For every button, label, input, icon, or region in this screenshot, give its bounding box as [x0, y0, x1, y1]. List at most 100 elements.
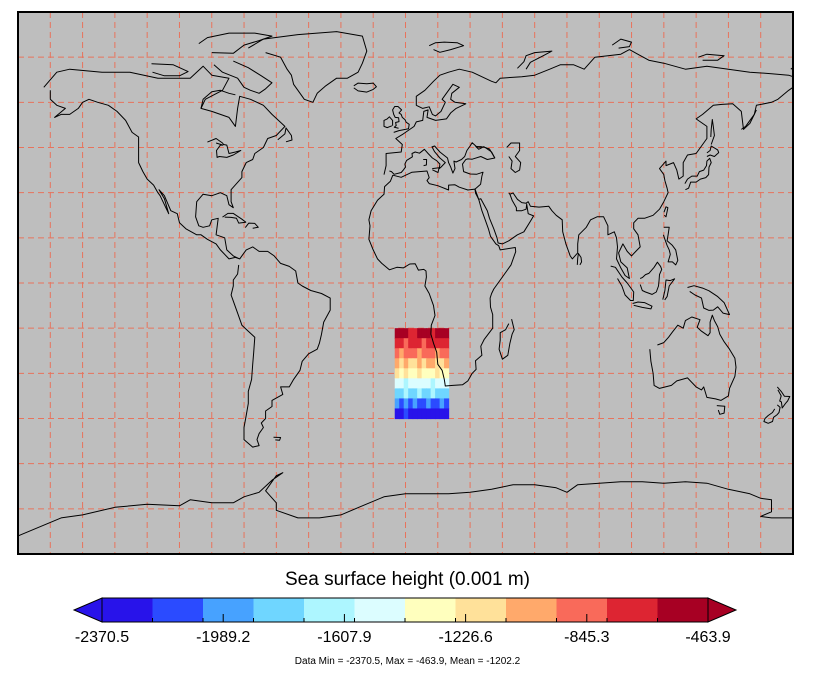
- newfoundland-coast: [277, 127, 293, 143]
- novaya-zemlya-coast: [517, 50, 553, 70]
- data-cell: [399, 368, 405, 379]
- south-america-coast: [230, 246, 331, 448]
- data-cell: [444, 378, 450, 389]
- data-cell: [435, 348, 441, 359]
- data-cell: [426, 408, 432, 420]
- great-britain-coast: [392, 106, 410, 133]
- data-cell: [403, 398, 409, 410]
- colorbar-swatch: [607, 598, 658, 622]
- data-cell: [421, 328, 427, 339]
- data-cell: [394, 388, 400, 400]
- data-cell: [430, 348, 436, 359]
- black-sea-inner-coast: [485, 147, 496, 159]
- data-cell: [435, 378, 441, 389]
- great-lakes-coast: [207, 138, 242, 158]
- data-cell: [444, 388, 450, 400]
- data-cell: [421, 358, 427, 369]
- colorbar-swatch: [152, 598, 204, 622]
- data-cell: [417, 378, 423, 389]
- data-cell: [412, 358, 418, 369]
- colorbar-under-arrow: [72, 597, 103, 623]
- kamchatka-coast: [741, 109, 757, 130]
- data-cell: [394, 358, 400, 369]
- data-cell: [426, 358, 432, 369]
- ellesmere-island-coast: [198, 32, 273, 54]
- data-cell: [394, 368, 400, 379]
- colorbar-tick-label: -1989.2: [196, 629, 250, 646]
- data-patch: [394, 328, 450, 420]
- colorbar: -2370.5 -1989.2 -1607.9 -1226.6 -845.3 -463.9: [72, 597, 738, 646]
- hokkaido-coast: [706, 145, 720, 157]
- severnaya-zemlya-coast: [611, 38, 632, 49]
- colorbar-swatch: [253, 598, 305, 622]
- data-cell: [439, 378, 445, 389]
- map-plot: [17, 11, 794, 555]
- sumatra-coast: [610, 265, 635, 301]
- java-coast: [632, 301, 653, 310]
- cuba-coast: [222, 212, 247, 224]
- colorbar-swatch: [455, 598, 507, 622]
- data-cell: [439, 388, 445, 400]
- data-cell: [399, 358, 405, 369]
- data-cell: [444, 338, 450, 349]
- colorbar-swatch: [354, 598, 406, 622]
- data-cell: [435, 408, 441, 420]
- new-guinea-coast: [687, 285, 730, 316]
- data-cell: [435, 388, 441, 400]
- colorbar-tick-label: -463.9: [685, 629, 730, 646]
- data-cell: [430, 388, 436, 400]
- data-cell: [412, 388, 418, 400]
- data-cell: [426, 378, 432, 389]
- data-cell: [399, 348, 405, 359]
- data-cell: [412, 378, 418, 389]
- map-frame: [17, 11, 794, 555]
- new-siberian-islands-coast: [698, 53, 725, 61]
- colorbar-swatch: [102, 598, 153, 622]
- data-cell: [412, 328, 418, 339]
- data-cell: [417, 408, 423, 420]
- data-cell: [403, 408, 409, 420]
- data-cell: [430, 368, 436, 379]
- data-cell: [394, 398, 400, 410]
- data-cell: [399, 398, 405, 410]
- australia-coast: [649, 314, 737, 401]
- sicily-coast: [432, 167, 440, 173]
- data-cell: [435, 398, 441, 410]
- colorbar-swatch: [304, 598, 355, 622]
- data-cell: [430, 358, 436, 369]
- hispaniola-coast: [244, 222, 259, 229]
- data-cell: [403, 368, 409, 379]
- greenland-coast: [248, 31, 368, 103]
- data-cell: [439, 408, 445, 420]
- data-cell: [435, 328, 441, 339]
- data-cell: [421, 408, 427, 420]
- data-cell: [435, 368, 441, 379]
- data-cell: [394, 338, 400, 349]
- sulawesi-coast: [662, 278, 676, 301]
- data-cell: [426, 368, 432, 379]
- data-cell: [399, 388, 405, 400]
- north-america-coast: [43, 65, 286, 260]
- data-cell: [439, 398, 445, 410]
- new-zealand-south-coast: [763, 404, 781, 424]
- data-cell: [408, 348, 414, 359]
- data-cell: [444, 408, 450, 420]
- japan-coast: [684, 157, 712, 191]
- data-cell: [394, 348, 400, 359]
- data-cell: [408, 408, 414, 420]
- data-cell: [403, 358, 409, 369]
- svalbard-coast: [428, 41, 465, 53]
- data-cell: [444, 368, 450, 379]
- data-cell: [439, 348, 445, 359]
- data-cell: [403, 338, 409, 349]
- data-cell: [408, 338, 414, 349]
- data-cell: [426, 338, 432, 349]
- colorbar-tick-label: -845.3: [564, 629, 609, 646]
- data-cell: [403, 378, 409, 389]
- data-cell: [408, 388, 414, 400]
- data-cell: [394, 378, 400, 389]
- data-cell: [435, 338, 441, 349]
- data-cell: [439, 328, 445, 339]
- colorbar-swatch: [405, 598, 456, 622]
- data-cell: [412, 408, 418, 420]
